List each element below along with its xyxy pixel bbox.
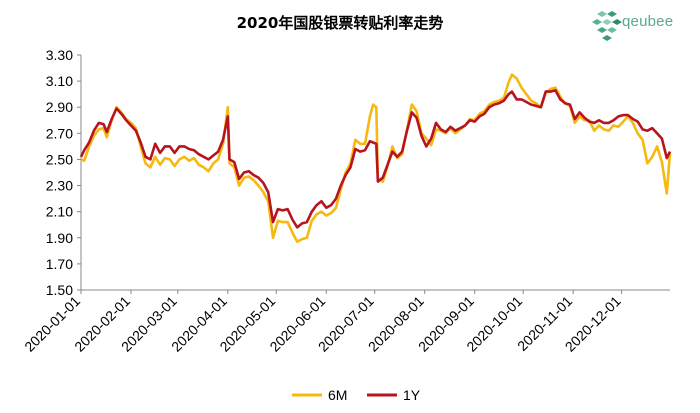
qeubee-logo: qeubee: [592, 6, 698, 46]
y-tick-label: 3.10: [46, 73, 73, 89]
legend: 6M 1Y: [292, 387, 421, 403]
chart-title: 2020年国股银票转贴利率走势: [237, 14, 444, 32]
y-tick-label: 2.30: [46, 178, 73, 194]
y-tick-label: 1.50: [46, 282, 73, 298]
y-tick-label: 1.90: [46, 230, 73, 246]
axes: 1.50 1.70 1.90 2.10 2.30 2.50 2.70 2.90 3.10 3.30…: [21, 47, 670, 355]
y-tick-label: 2.10: [46, 204, 73, 220]
legend-label-6m: 6M: [328, 387, 347, 403]
y-tick-label: 2.90: [46, 99, 73, 115]
series-line-1y: [79, 89, 672, 229]
logo-text: qeubee: [622, 13, 674, 30]
y-tick-label: 3.30: [46, 47, 73, 63]
y-tick-label: 2.50: [46, 151, 73, 167]
series-lines: [79, 73, 672, 243]
y-tick-label: 1.70: [46, 256, 73, 272]
series-line-6m: [80, 73, 672, 243]
cube-logo-icon: [592, 11, 622, 41]
y-tick-label: 2.70: [46, 125, 73, 141]
legend-label-1y: 1Y: [403, 387, 421, 403]
